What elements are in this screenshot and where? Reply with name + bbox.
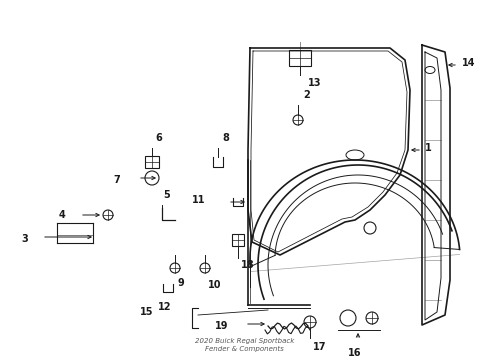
- Text: 1: 1: [424, 143, 431, 153]
- Text: 14: 14: [461, 58, 474, 68]
- Text: 17: 17: [312, 342, 326, 352]
- Text: 13: 13: [307, 78, 321, 88]
- Text: 19: 19: [214, 321, 227, 331]
- Bar: [288, 50, 310, 66]
- Bar: [231, 234, 244, 246]
- Bar: [145, 156, 159, 168]
- Text: 5: 5: [163, 190, 169, 200]
- Text: 6: 6: [155, 133, 162, 143]
- Text: 11: 11: [191, 195, 204, 205]
- Text: 8: 8: [222, 133, 228, 143]
- Text: 2: 2: [303, 90, 309, 100]
- Text: 2020 Buick Regal Sportback
Fender & Components: 2020 Buick Regal Sportback Fender & Comp…: [195, 338, 293, 352]
- Text: 4: 4: [58, 210, 65, 220]
- Text: 10: 10: [207, 280, 221, 290]
- Text: 7: 7: [113, 175, 120, 185]
- Text: 16: 16: [347, 348, 361, 358]
- Text: 18: 18: [241, 260, 254, 270]
- Text: 15: 15: [140, 307, 153, 317]
- Text: 12: 12: [158, 302, 171, 312]
- Text: 9: 9: [178, 278, 184, 288]
- Text: 3: 3: [21, 234, 28, 244]
